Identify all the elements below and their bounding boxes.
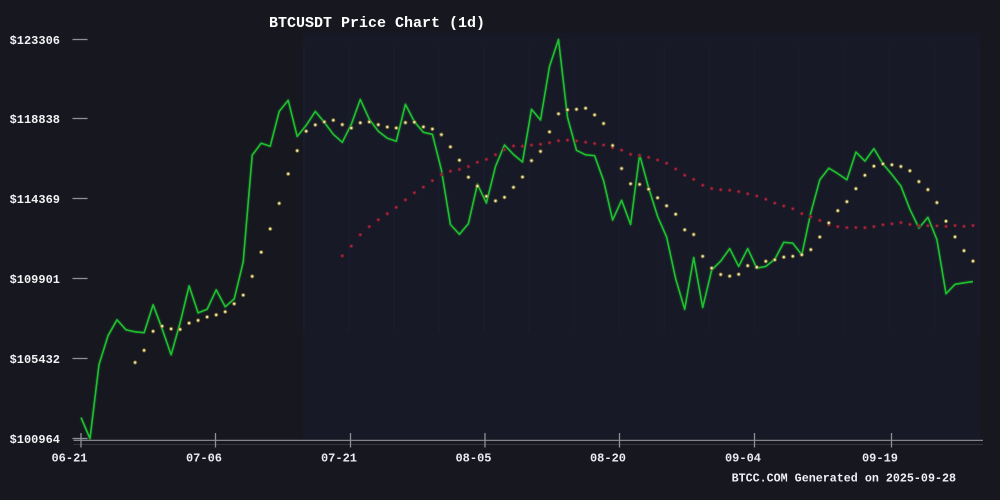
svg-text:$114369: $114369 (10, 193, 60, 207)
svg-text:08-20: 08-20 (590, 452, 626, 466)
svg-text:BTCC.COM Generated on 2025-09-: BTCC.COM Generated on 2025-09-28 (732, 472, 956, 486)
svg-text:BTCUSDT Price Chart (1d): BTCUSDT Price Chart (1d) (269, 15, 485, 32)
svg-text:07-21: 07-21 (321, 452, 357, 466)
svg-text:$100964: $100964 (10, 433, 60, 447)
svg-text:$123306: $123306 (10, 34, 60, 48)
svg-text:08-05: 08-05 (455, 452, 491, 466)
svg-text:$118838: $118838 (10, 113, 60, 127)
svg-text:07-06: 07-06 (186, 452, 222, 466)
svg-text:09-04: 09-04 (725, 452, 761, 466)
svg-text:$109901: $109901 (10, 273, 60, 287)
svg-text:06-21: 06-21 (51, 452, 87, 466)
svg-text:$105432: $105432 (10, 353, 60, 367)
svg-text:09-19: 09-19 (862, 452, 898, 466)
